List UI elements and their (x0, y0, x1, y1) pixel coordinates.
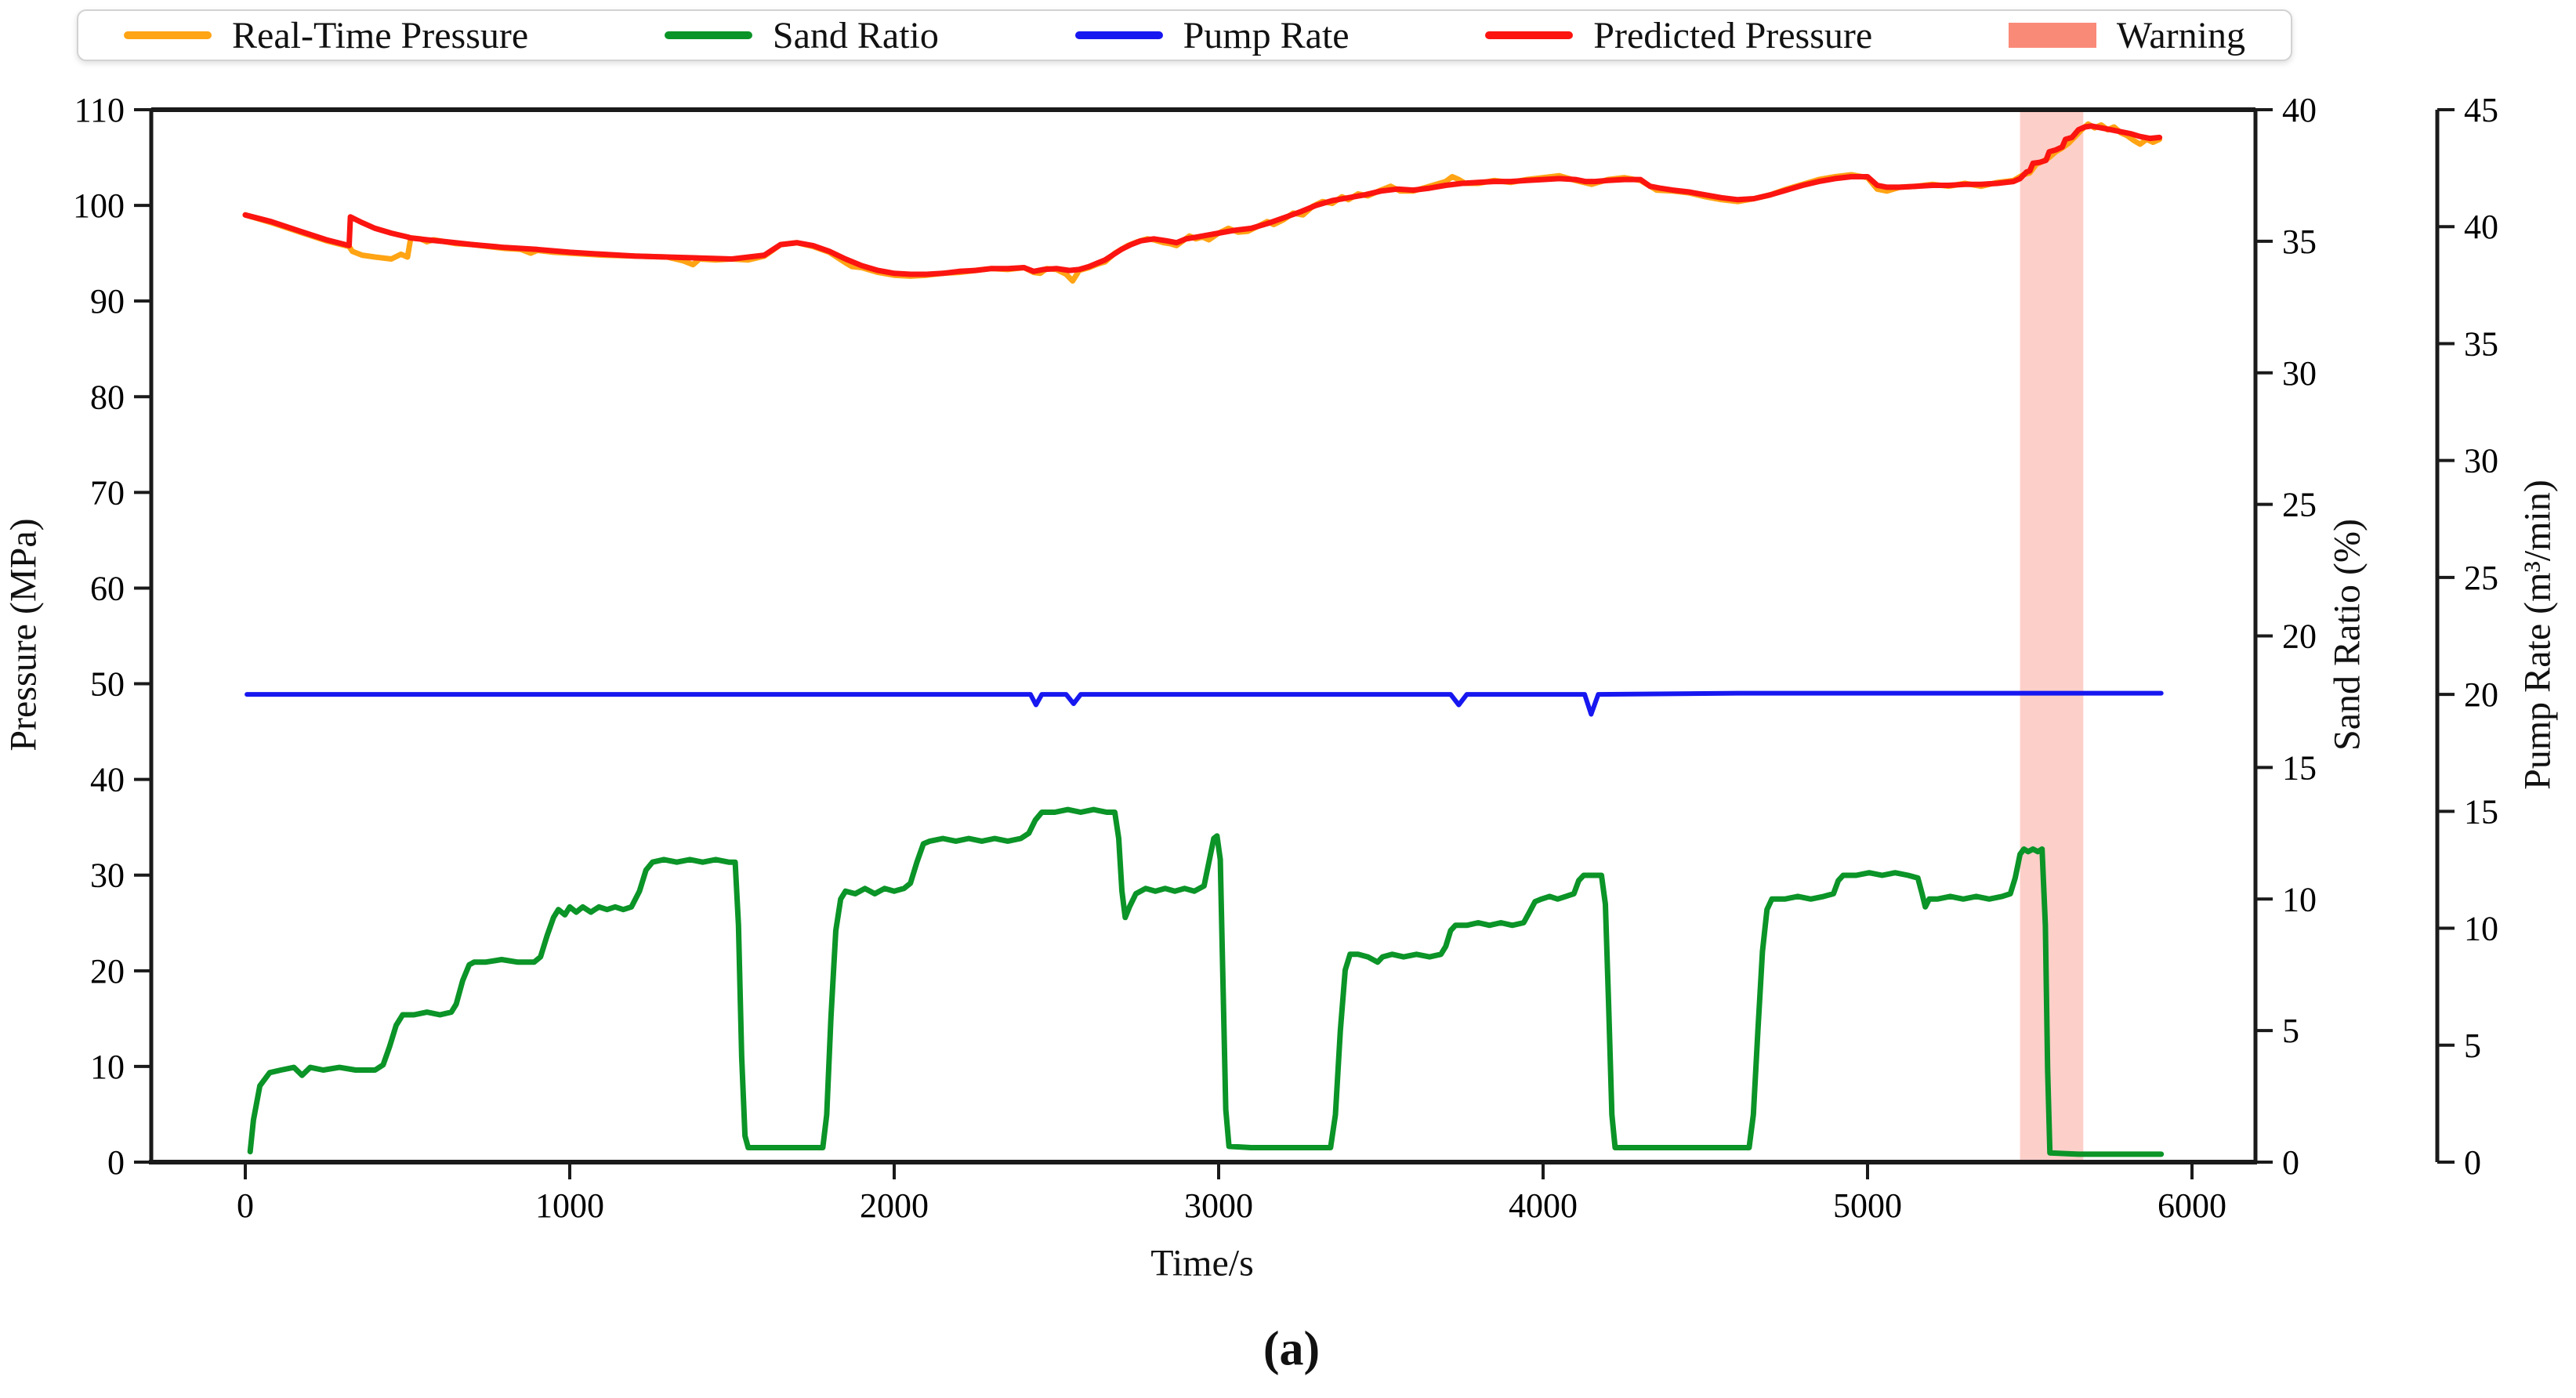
tick-label: 10 (90, 1048, 125, 1086)
pump-rate-line-swatch-icon (1074, 31, 1163, 39)
tick-label: 10 (2464, 910, 2498, 948)
tick-label: 5 (2282, 1012, 2299, 1050)
tick-label: 110 (74, 91, 125, 129)
realtime-pressure-line-swatch-icon (124, 31, 212, 39)
tick-label: 15 (2282, 748, 2317, 787)
tick-label: 0 (2464, 1143, 2481, 1182)
tick-label: 6000 (2158, 1186, 2226, 1225)
legend-item-predicted-pressure: Predicted Pressure (1485, 14, 1872, 57)
tick-label: 15 (2464, 792, 2498, 831)
tick-label: 30 (2282, 354, 2317, 393)
legend-item-warning: Warning (2008, 14, 2245, 57)
pump-rate-axis-title: Pump Rate (m³/min) (2516, 480, 2559, 790)
series-sand-ratio (247, 806, 2165, 1157)
tick-label: 40 (90, 761, 125, 799)
tick-label: 3000 (1184, 1186, 1253, 1225)
legend-label: Pump Rate (1183, 14, 1350, 56)
sand-ratio-line-swatch-icon (664, 31, 752, 39)
tick-label: 25 (2282, 486, 2317, 524)
tick-label: 60 (90, 569, 125, 607)
sand-ratio-axis-title: Sand Ratio (%) (2326, 519, 2368, 751)
tick-label: 35 (2282, 223, 2317, 261)
tick-label: 35 (2464, 324, 2498, 363)
series-predicted-pressure (242, 123, 2163, 277)
pressure-axis-title: Pressure (MPa) (2, 518, 45, 752)
legend-item-realtime-pressure: Real-Time Pressure (124, 14, 528, 57)
tick-label: 90 (90, 282, 125, 321)
tick-label: 0 (237, 1186, 254, 1225)
warning-patch-swatch-icon (2008, 23, 2096, 48)
tick-label: 5000 (1833, 1186, 1902, 1225)
tick-label: 4000 (1509, 1186, 1578, 1225)
figure-caption: (a) (1263, 1322, 1321, 1376)
tick-label: 40 (2464, 208, 2498, 246)
tick-label: 30 (2464, 442, 2498, 480)
tick-label: 10 (2282, 880, 2317, 918)
legend: Real-Time Pressure Sand Ratio Pump Rate … (77, 9, 2292, 61)
legend-label: Warning (2116, 14, 2245, 56)
legend-label: Predicted Pressure (1593, 14, 1873, 56)
legend-item-pump-rate: Pump Rate (1074, 14, 1350, 57)
tick-label: 25 (2464, 559, 2498, 597)
tick-label: 5 (2464, 1027, 2481, 1065)
tick-label: 1000 (535, 1186, 604, 1225)
predicted-pressure-line-swatch-icon (1485, 31, 1574, 39)
tick-label: 2000 (860, 1186, 929, 1225)
series-real-time-pressure (242, 121, 2163, 284)
tick-label: 100 (73, 187, 125, 225)
series-pump-rate (245, 690, 2164, 717)
tick-label: 0 (2282, 1143, 2299, 1182)
x-axis-title: Time/s (1150, 1242, 1254, 1284)
tick-label: 45 (2464, 91, 2498, 129)
legend-item-sand-ratio: Sand Ratio (664, 14, 939, 57)
tick-label: 50 (90, 665, 125, 704)
tick-label: 20 (2282, 618, 2317, 656)
tick-label: 0 (107, 1143, 125, 1182)
tick-label: 20 (90, 952, 125, 991)
tick-label: 80 (90, 378, 125, 416)
tick-label: 20 (2464, 675, 2498, 714)
warning-region-band (2020, 111, 2084, 1161)
legend-label: Real-Time Pressure (232, 14, 529, 56)
legend-label: Sand Ratio (772, 14, 939, 56)
tick-label: 30 (90, 857, 125, 895)
tick-label: 70 (90, 473, 125, 512)
tick-label: 40 (2282, 91, 2317, 129)
